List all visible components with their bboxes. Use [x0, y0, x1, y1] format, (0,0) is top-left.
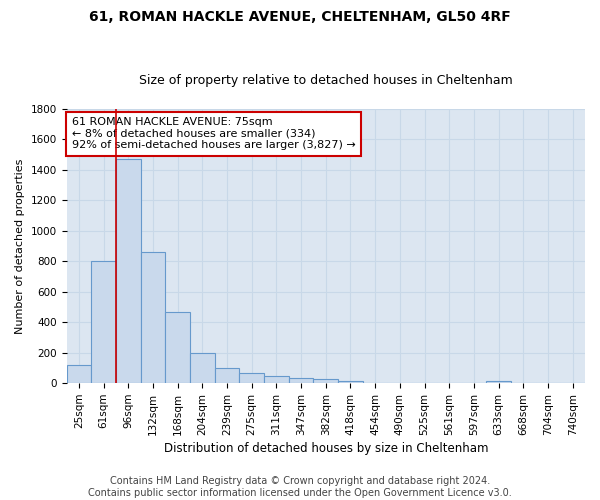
Bar: [338, 382, 363, 383]
X-axis label: Distribution of detached houses by size in Cheltenham: Distribution of detached houses by size …: [164, 442, 488, 455]
Text: 61 ROMAN HACKLE AVENUE: 75sqm
← 8% of detached houses are smaller (334)
92% of s: 61 ROMAN HACKLE AVENUE: 75sqm ← 8% of de…: [72, 117, 355, 150]
Bar: [313, 379, 338, 383]
Bar: [215, 368, 239, 383]
Text: Contains HM Land Registry data © Crown copyright and database right 2024.
Contai: Contains HM Land Registry data © Crown c…: [88, 476, 512, 498]
Bar: [165, 312, 190, 383]
Bar: [190, 352, 215, 383]
Bar: [91, 262, 116, 383]
Bar: [264, 376, 289, 383]
Title: Size of property relative to detached houses in Cheltenham: Size of property relative to detached ho…: [139, 74, 512, 87]
Bar: [486, 381, 511, 383]
Y-axis label: Number of detached properties: Number of detached properties: [15, 158, 25, 334]
Bar: [289, 378, 313, 383]
Text: 61, ROMAN HACKLE AVENUE, CHELTENHAM, GL50 4RF: 61, ROMAN HACKLE AVENUE, CHELTENHAM, GL5…: [89, 10, 511, 24]
Bar: [116, 160, 140, 383]
Bar: [140, 252, 165, 383]
Bar: [67, 365, 91, 383]
Bar: [239, 373, 264, 383]
